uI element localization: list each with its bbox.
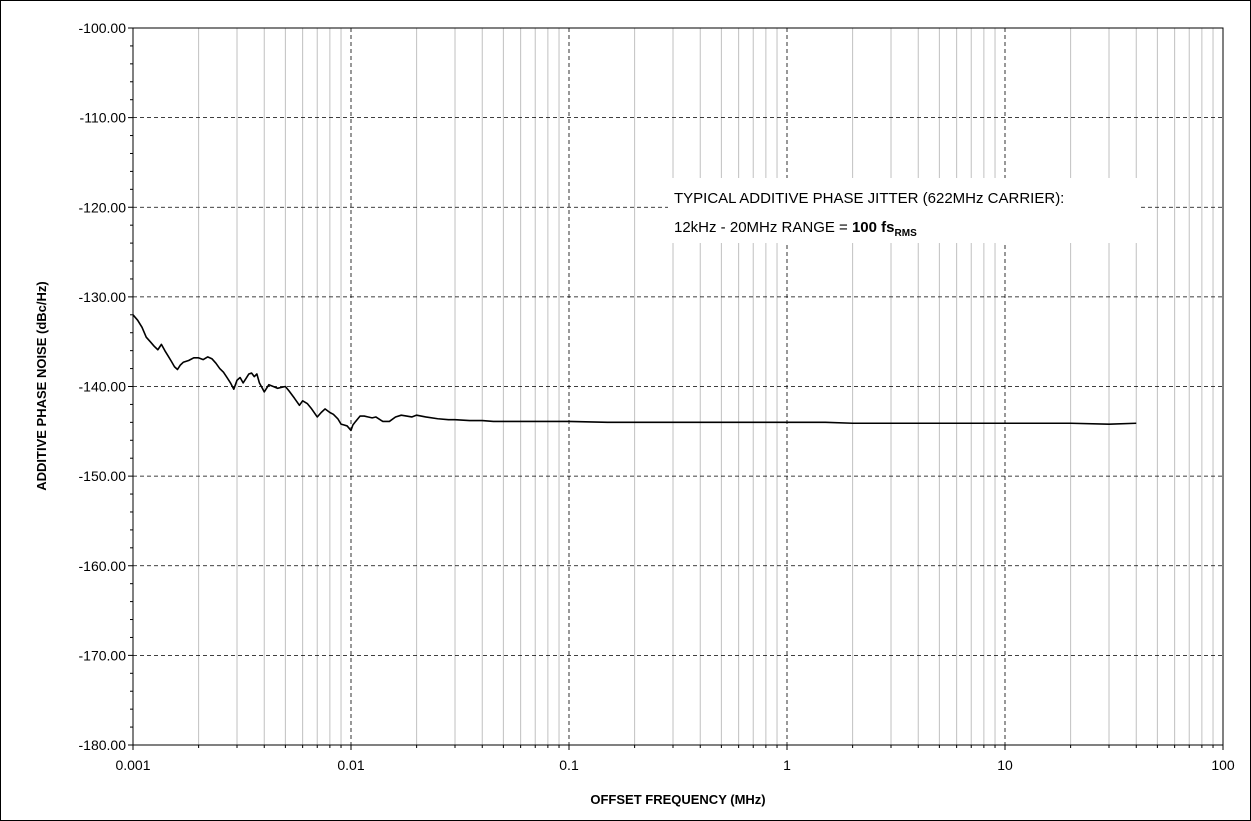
y-tick-label: -180.00 bbox=[79, 737, 127, 753]
y-tick-label: -120.00 bbox=[79, 199, 127, 215]
x-tick-label: 0.01 bbox=[337, 757, 364, 773]
x-tick-label: 1 bbox=[783, 757, 791, 773]
plot-area bbox=[133, 28, 1223, 745]
y-axis-title: ADDITIVE PHASE NOISE (dBc/Hz) bbox=[34, 281, 49, 490]
y-tick-label: -100.00 bbox=[79, 20, 127, 36]
y-tick-label: -110.00 bbox=[80, 110, 127, 126]
annotation-line-1: TYPICAL ADDITIVE PHASE JITTER (622MHz CA… bbox=[674, 190, 1064, 207]
series-group bbox=[132, 314, 1137, 432]
annotation-jitter-value: 100 fs bbox=[852, 219, 895, 236]
axis-ticks: 0.001 0.01 0.1 1 10 100 -100.00 -110.00 -120.00 -… bbox=[79, 20, 1235, 773]
y-tick-label: -170.00 bbox=[79, 647, 127, 663]
x-tick-label: 0.001 bbox=[115, 757, 150, 773]
y-tick-label: -130.00 bbox=[79, 289, 127, 305]
x-tick-label: 100 bbox=[1211, 757, 1235, 773]
x-tick-label: 10 bbox=[997, 757, 1013, 773]
x-tick-label: 0.1 bbox=[559, 757, 579, 773]
y-tick-label: -150.00 bbox=[79, 468, 127, 484]
phase-noise-series-line bbox=[132, 314, 1137, 432]
x-axis-title: OFFSET FREQUENCY (MHz) bbox=[590, 792, 765, 807]
annotation-range-text: 12kHz - 20MHz RANGE = bbox=[674, 219, 852, 236]
annotation-background bbox=[668, 178, 1140, 243]
annotation-line-2: 12kHz - 20MHz RANGE = 100 fsRMS bbox=[674, 219, 917, 239]
y-tick-label: -140.00 bbox=[79, 379, 127, 395]
major-gridlines bbox=[133, 28, 1223, 745]
y-tick-label: -160.00 bbox=[79, 558, 127, 574]
annotation-jitter-unit: RMS bbox=[895, 228, 918, 239]
